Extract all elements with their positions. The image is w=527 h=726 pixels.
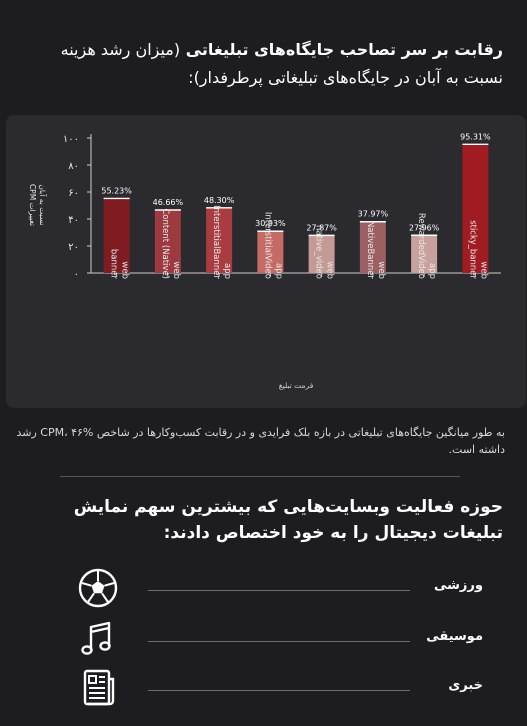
category-line	[148, 690, 410, 691]
x-tick-label: NativeBanner	[365, 221, 375, 280]
bar	[411, 235, 438, 273]
x-tick-label: app	[427, 263, 437, 279]
x-tick-label: web	[478, 261, 488, 279]
bar	[359, 221, 386, 273]
x-tick-label: native_video	[314, 225, 324, 279]
x-tick-label: banner	[109, 249, 119, 280]
soccer-ball-icon	[76, 566, 120, 610]
y-axis-label: CPM تغییرات	[28, 184, 37, 226]
y-tick-label: ۴۰	[68, 215, 79, 226]
x-tick-label: web	[325, 261, 335, 279]
category-music: موسیقی	[0, 617, 527, 661]
x-tick-label: RewardedVideo	[416, 213, 426, 279]
category-label-news: خبری	[448, 678, 483, 693]
y-axis-label-2: نسبت به آبان	[38, 184, 48, 225]
x-tick-label: app	[273, 263, 283, 279]
y-tick-label: ۰	[74, 269, 79, 280]
category-news: خبری	[0, 666, 527, 710]
bar	[103, 198, 130, 273]
bar-value-label: 30.93%	[255, 219, 286, 228]
y-tick-label: ۱۰۰	[63, 134, 79, 145]
title-light: (میزان رشد هزینه نسبت به آبان در جایگاه‌…	[60, 40, 503, 87]
bar	[462, 144, 489, 273]
section-title: حوزه فعالیت وبسایت‌هایی که بیشترین سهم ن…	[73, 497, 503, 543]
x-tick-label: web	[120, 261, 130, 279]
x-axis-label: فرمت تبلیغ	[279, 381, 314, 390]
y-tick-label: ۶۰	[68, 188, 79, 199]
x-tick-label: sticky_banner	[467, 220, 477, 279]
bar-chart: ۰ ۲۰ ۴۰ ۶۰ ۸۰ ۱۰۰ CPM تغییرات نسبت به آبان 55.23…	[28, 132, 501, 390]
x-tick-label: Content (Native)	[160, 208, 170, 279]
chart-card: ۰ ۲۰ ۴۰ ۶۰ ۸۰ ۱۰۰ CPM تغییرات نسبت به آبان 55.23…	[6, 115, 526, 408]
category-line	[148, 590, 410, 591]
page-title: رقابت بر سر تصاحب جایگاه‌های تبلیغاتی (م…	[23, 36, 503, 92]
bar-value-label: 37.97%	[358, 210, 389, 219]
category-sports: ورزشی	[0, 566, 527, 610]
title-bold: رقابت بر سر تصاحب جایگاه‌های تبلیغاتی	[185, 40, 503, 59]
bar-value-label: 27.87%	[306, 223, 337, 232]
bar-value-label: 27.96%	[409, 223, 440, 232]
category-line	[148, 641, 410, 642]
y-tick-label: ۲۰	[68, 242, 79, 253]
category-label-music: موسیقی	[426, 629, 483, 644]
bar-value-label: 48.30%	[204, 196, 235, 205]
bar	[308, 235, 335, 273]
y-tick-label: ۸۰	[68, 161, 79, 172]
newspaper-icon	[76, 666, 120, 710]
bar-value-label: 95.31%	[460, 132, 491, 141]
category-label-sports: ورزشی	[434, 578, 483, 593]
bar	[206, 207, 233, 273]
bar-value-label: 46.66%	[153, 198, 184, 207]
x-tick-label: InterstitialVideo	[262, 212, 272, 279]
bar	[154, 210, 181, 273]
chart-note: به طور میانگین جایگاه‌های تبلیغاتی در با…	[16, 426, 505, 456]
bar	[257, 231, 284, 273]
x-tick-label: web	[376, 261, 386, 279]
x-tick-label: InterstitialBanner	[211, 205, 221, 279]
divider	[60, 476, 460, 477]
x-tick-label: web	[171, 261, 181, 279]
bar-value-label: 55.23%	[101, 186, 132, 195]
x-tick-label: app	[222, 263, 232, 279]
music-note-icon	[76, 617, 120, 661]
